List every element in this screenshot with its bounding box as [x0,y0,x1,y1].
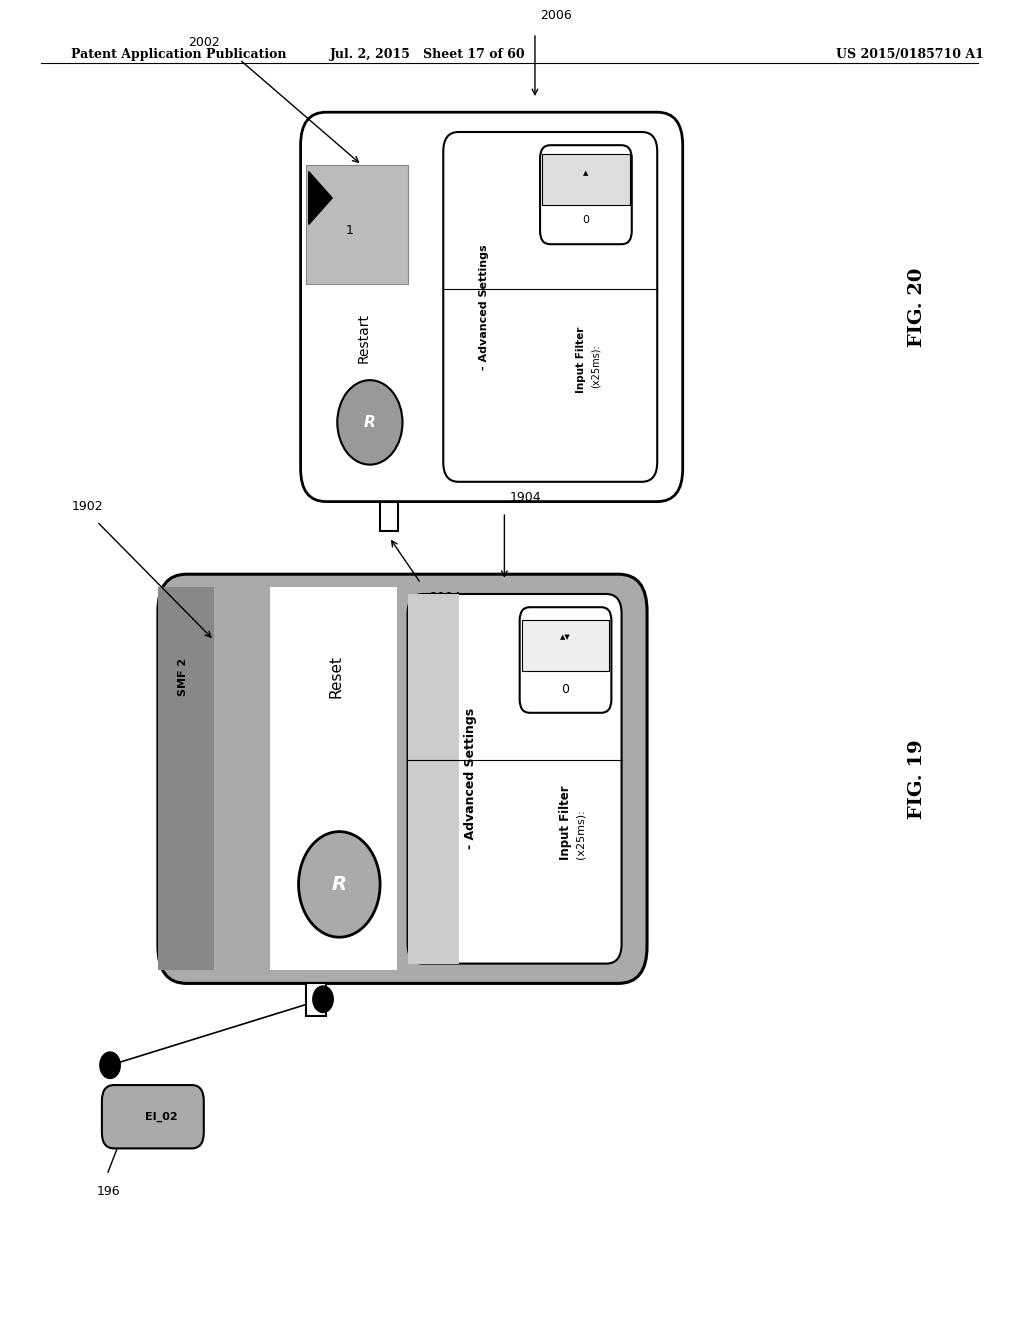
Text: - Advanced Settings: - Advanced Settings [479,244,489,370]
FancyBboxPatch shape [540,145,632,244]
FancyBboxPatch shape [301,112,683,502]
Bar [306,165,408,284]
FancyBboxPatch shape [519,607,611,713]
Text: FIG. 20: FIG. 20 [908,267,926,347]
Text: 0: 0 [583,215,590,226]
FancyBboxPatch shape [408,594,622,964]
Bar [521,620,609,671]
Bar [270,587,397,970]
Text: Jul. 2, 2015   Sheet 17 of 60: Jul. 2, 2015 Sheet 17 of 60 [330,48,525,61]
Circle shape [337,380,402,465]
Text: Input Filter: Input Filter [575,326,586,392]
Bar [380,502,398,531]
Text: Restart: Restart [356,313,371,363]
Text: ▲: ▲ [584,170,589,176]
Text: 1: 1 [345,224,353,238]
Text: Patent Application Publication: Patent Application Publication [72,48,287,61]
Bar [158,587,214,970]
Text: FIG. 19: FIG. 19 [908,739,926,818]
FancyBboxPatch shape [158,574,647,983]
Text: ▲▼: ▲▼ [560,634,571,640]
Text: 1904: 1904 [510,491,541,504]
Text: 2002: 2002 [188,36,220,49]
Text: EI_02: EI_02 [144,1111,177,1122]
Text: 0: 0 [561,682,569,696]
Text: 2004: 2004 [429,591,461,605]
Circle shape [312,986,333,1012]
Text: SMF 2: SMF 2 [178,657,188,696]
Polygon shape [309,172,332,224]
Text: R: R [364,414,376,430]
FancyBboxPatch shape [443,132,657,482]
Bar [306,983,326,1016]
Bar [542,154,630,205]
Text: US 2015/0185710 A1: US 2015/0185710 A1 [836,48,983,61]
Text: R: R [332,875,347,894]
FancyBboxPatch shape [102,1085,204,1148]
Text: Input Filter: Input Filter [559,785,572,861]
Text: (x25ms):: (x25ms): [591,345,601,388]
Circle shape [299,832,380,937]
Text: (x25ms):: (x25ms): [575,809,586,859]
Text: Reset: Reset [329,655,344,698]
Bar [408,594,459,964]
Text: 1902: 1902 [72,500,103,513]
Text: - Advanced Settings: - Advanced Settings [464,709,477,849]
Text: 2006: 2006 [540,9,571,22]
Circle shape [100,1052,120,1078]
Text: 196: 196 [97,1185,121,1199]
